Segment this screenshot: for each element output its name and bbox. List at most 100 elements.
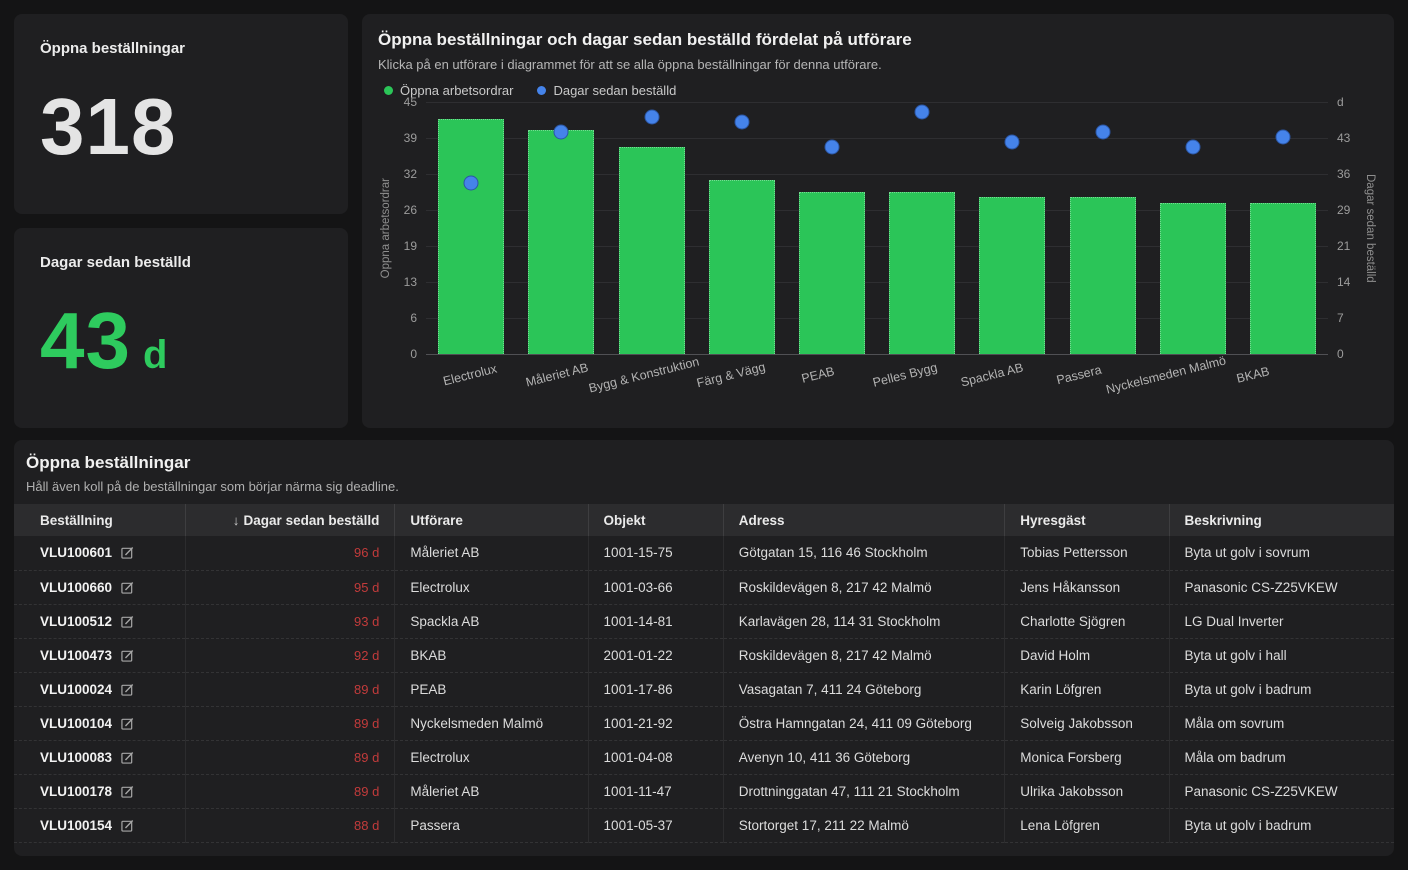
cell-address: Roskildevägen 8, 217 42 Malmö [722,638,1005,673]
column-header-utf-rare[interactable]: Utförare [394,504,589,536]
table-row[interactable]: VLU100024 89 d PEAB 1001-17-86 Vasagatan 7, … [14,672,1394,707]
column-header-best-llning[interactable]: Beställning [14,504,186,536]
right-axis-tick: 0 [1337,347,1344,361]
cell-tenant: Solveig Jakobsson [1004,706,1170,741]
category-label[interactable]: PEAB [799,364,836,386]
column-header-dagar-sedan-best-lld[interactable]: ↓ Dagar sedan beställd [184,504,395,536]
chart-slot-10 [1238,102,1328,354]
cell-tenant: Tobias Pettersson [1004,536,1170,571]
category-label[interactable]: BKAB [1234,364,1271,386]
table-row[interactable]: VLU100154 88 d Passera 1001-05-37 Stortorget… [14,808,1394,843]
edit-order-icon[interactable] [121,683,134,696]
cell-tenant: David Holm [1004,638,1170,673]
chart-plot-area: Öppna arbetsordrar 45 39 32 26 19 13 6 0 d 43 36 2… [378,95,1378,361]
category-label[interactable]: Electrolux [441,361,498,389]
gridline [426,138,1328,139]
bar-open-workorders[interactable] [979,197,1046,354]
left-axis-tick: 19 [403,239,417,253]
dot-days-since-order[interactable] [1275,129,1291,145]
kpi-title: Dagar sedan beställd [40,254,191,271]
chart-legend: Öppna arbetsordrar Dagar sedan beställd [384,83,1378,98]
bar-open-workorders[interactable] [708,180,775,354]
dot-days-since-order[interactable] [914,104,930,120]
table-row[interactable]: VLU100473 92 d BKAB 2001-01-22 Roskildevägen… [14,638,1394,673]
category-label[interactable]: Spackla AB [958,360,1025,390]
cell-description: Byta ut golv i badrum [1168,672,1394,707]
left-axis-tick: 0 [410,347,417,361]
bar-open-workorders[interactable] [438,118,505,354]
gridline [426,318,1328,319]
right-axis-tick: 43 [1337,131,1351,145]
cell-object: 1001-21-92 [587,706,724,741]
dot-days-since-order[interactable] [734,114,750,130]
cell-days-since-order: 96 d [184,536,395,571]
dot-days-since-order[interactable] [463,175,479,191]
table-row[interactable]: VLU100601 96 d Måleriet AB 1001-15-75 Götgat… [14,536,1394,571]
column-header-adress[interactable]: Adress [722,504,1005,536]
bar-open-workorders[interactable] [618,146,685,354]
chart-title: Öppna beställningar och dagar sedan best… [378,30,912,49]
edit-order-icon[interactable] [121,751,134,764]
edit-order-icon[interactable] [121,581,134,594]
cell-order-number: VLU100601 [14,536,186,571]
edit-order-icon[interactable] [121,615,134,628]
category-label[interactable]: Färg & Vägg [694,359,767,391]
legend-label: Dagar sedan beställd [553,83,677,98]
column-header-beskrivning[interactable]: Beskrivning [1168,504,1394,536]
bar-open-workorders[interactable] [1159,202,1226,354]
cell-address: Avenyn 10, 411 36 Göteborg [722,740,1005,775]
cell-description: LG Dual Inverter [1168,604,1394,639]
legend-marker-icon [537,86,547,95]
category-label[interactable]: Passera [1054,362,1103,388]
dot-days-since-order[interactable] [1185,139,1201,155]
chart-slot-8 [1057,102,1147,354]
cell-days-since-order: 89 d [184,774,395,809]
edit-order-icon[interactable] [121,546,134,559]
dot-days-since-order[interactable] [1095,124,1111,140]
cell-contractor: Electrolux [394,570,589,605]
cell-description: Måla om sovrum [1168,706,1394,741]
dot-days-since-order[interactable] [553,124,569,140]
right-axis-tick: 21 [1337,239,1351,253]
cell-description: Byta ut golv i sovrum [1168,536,1394,571]
edit-order-icon[interactable] [121,819,134,832]
chart-slot-4 [697,102,787,354]
cell-contractor: PEAB [394,672,589,707]
bar-open-workorders[interactable] [1249,202,1316,354]
cell-contractor: Passera [394,808,589,843]
dot-days-since-order[interactable] [824,139,840,155]
edit-order-icon[interactable] [121,717,134,730]
cell-contractor: Måleriet AB [394,774,589,809]
cell-contractor: Electrolux [394,740,589,775]
cell-object: 1001-11-47 [587,774,724,809]
bar-open-workorders[interactable] [798,191,865,354]
category-label[interactable]: Måleriet AB [523,360,590,390]
x-axis-label-slot: Bygg & Konstruktion [587,355,700,408]
gridline [426,102,1328,103]
bar-open-workorders[interactable] [528,130,595,354]
table-row[interactable]: VLU100512 93 d Spackla AB 1001-14-81 Karlavä… [14,604,1394,639]
chart-slot-2 [516,102,606,354]
bar-open-workorders[interactable] [889,191,956,354]
category-label[interactable]: Bygg & Konstruktion [586,354,701,396]
edit-order-icon[interactable] [121,649,134,662]
cell-order-number: VLU100104 [14,706,186,741]
left-axis-tick: 45 [403,95,417,109]
column-header-objekt[interactable]: Objekt [587,504,724,536]
bar-open-workorders[interactable] [1069,197,1136,354]
left-axis-tick: 13 [403,275,417,289]
table-row[interactable]: VLU100178 89 d Måleriet AB 1001-11-47 Drottn… [14,774,1394,809]
table-row[interactable]: VLU100104 89 d Nyckelsmeden Malmö 1001-21-9… [14,706,1394,741]
dot-days-since-order[interactable] [1004,134,1020,150]
category-label[interactable]: Pelles Bygg [870,360,939,390]
cell-contractor: Nyckelsmeden Malmö [394,706,589,741]
cell-address: Karlavägen 28, 114 31 Stockholm [722,604,1005,639]
column-header-hyresg-st[interactable]: Hyresgäst [1004,504,1170,536]
table-row[interactable]: VLU100660 95 d Electrolux 1001-03-66 Roskild… [14,570,1394,605]
cell-address: Roskildevägen 8, 217 42 Malmö [722,570,1005,605]
edit-order-icon[interactable] [121,785,134,798]
kpi-card-days-since-order: Dagar sedan beställd 43 d [14,228,348,428]
cell-object: 1001-04-08 [587,740,724,775]
dot-days-since-order[interactable] [644,109,659,125]
table-row[interactable]: VLU100083 89 d Electrolux 1001-04-08 Avenyn … [14,740,1394,775]
